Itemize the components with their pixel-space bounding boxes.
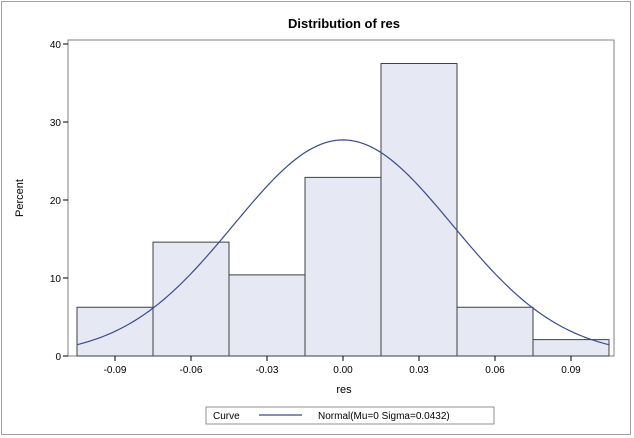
histogram-bar-5: [380, 63, 458, 357]
legend-entry: Normal(Mu=0 Sigma=0.0432): [318, 411, 450, 422]
x-tick-label-3: -0.03: [256, 365, 279, 376]
x-tick-label-6: 0.06: [485, 365, 505, 376]
legend-title: Curve: [213, 411, 240, 422]
histogram-bar-4: [304, 176, 382, 357]
x-axis-label: res: [336, 384, 352, 396]
histogram-bar-6: [456, 306, 534, 357]
y-tick-label-0: 0: [55, 352, 61, 363]
y-tick-label-30: 30: [50, 118, 62, 129]
normal-curve: [76, 139, 610, 346]
legend: Curve Normal(Mu=0 Sigma=0.0432): [205, 406, 495, 425]
y-axis-label: Percent: [14, 179, 26, 217]
histogram-bar-2: [152, 241, 230, 357]
chart-title: Distribution of res: [288, 16, 400, 31]
x-axis: -0.09 -0.06 -0.03 0.00 0.03 0.06 0.09: [104, 356, 581, 376]
x-tick-label-1: -0.09: [104, 365, 127, 376]
histogram-bar-3: [228, 274, 306, 357]
y-tick-label-40: 40: [50, 40, 62, 51]
legend-box: [205, 406, 495, 425]
y-tick-label-20: 20: [50, 196, 62, 207]
y-tick-label-10: 10: [50, 274, 62, 285]
y-axis: 0 10 20 30 40: [50, 40, 68, 363]
x-tick-label-7: 0.09: [561, 365, 581, 376]
x-tick-label-2: -0.06: [180, 365, 203, 376]
histogram-bars: [76, 63, 610, 357]
x-tick-label-5: 0.03: [409, 365, 429, 376]
x-tick-label-4: 0.00: [333, 365, 353, 376]
